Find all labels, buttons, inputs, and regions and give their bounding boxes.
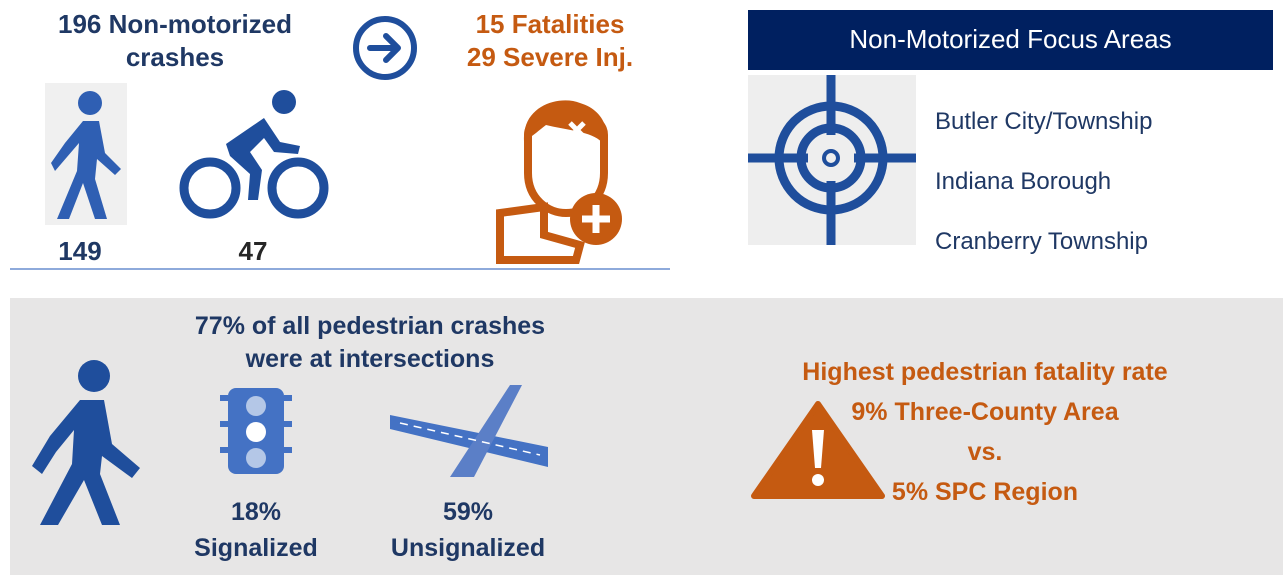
focus-item: Cranberry Township: [935, 228, 1148, 255]
signalized-share: 18%: [230, 498, 282, 526]
outcomes: 15 Fatalities 29 Severe Inj.: [440, 8, 660, 74]
road-icon: [390, 385, 548, 477]
fatality-line: 9% Three-County Area: [851, 398, 1119, 426]
fatality-line: 5% SPC Region: [891, 478, 1079, 506]
target-icon: [748, 75, 916, 245]
warning-icon: [751, 401, 885, 499]
bicycle-count: 47: [238, 236, 268, 266]
fatality-rate: Highest pedestrian fatality rate 9% Thre…: [770, 352, 1200, 512]
focus-item: Indiana Borough: [935, 168, 1112, 195]
crash-total: 196 Non-motorized crashes: [57, 9, 293, 72]
signalized-label: Signalized: [194, 534, 318, 562]
unsignalized-label: Unsignalized: [390, 534, 546, 562]
pedestrian-icon: [45, 83, 127, 225]
pedestrian-large-icon: [32, 360, 140, 525]
signalized: 18% Signalized: [176, 494, 336, 566]
divider: [10, 268, 670, 270]
bicycle-icon: [179, 90, 329, 219]
outcome: 15 Fatalities: [475, 9, 625, 39]
focus-banner: Non-Motorized Focus Areas: [748, 10, 1273, 70]
pedestrian-count: 149: [58, 236, 102, 266]
injury-icon: [496, 100, 622, 264]
fatality-line: Highest pedestrian fatality rate: [802, 358, 1168, 386]
bottom-panel: [10, 298, 1283, 575]
outcome: 29 Severe Inj.: [466, 42, 634, 72]
focus-item: Butler City/Township: [935, 108, 1153, 135]
fatality-line: vs.: [967, 438, 1003, 466]
intersection-headline: 77% of all pedestrian crashes were at in…: [194, 312, 546, 373]
unsignalized: 59% Unsignalized: [378, 494, 558, 566]
focus-list: Butler City/Township Indiana Borough Cra…: [935, 92, 1152, 272]
unsignalized-share: 59%: [442, 498, 494, 526]
arrow-icon: [353, 16, 417, 80]
traffic-light-icon: [220, 388, 292, 474]
